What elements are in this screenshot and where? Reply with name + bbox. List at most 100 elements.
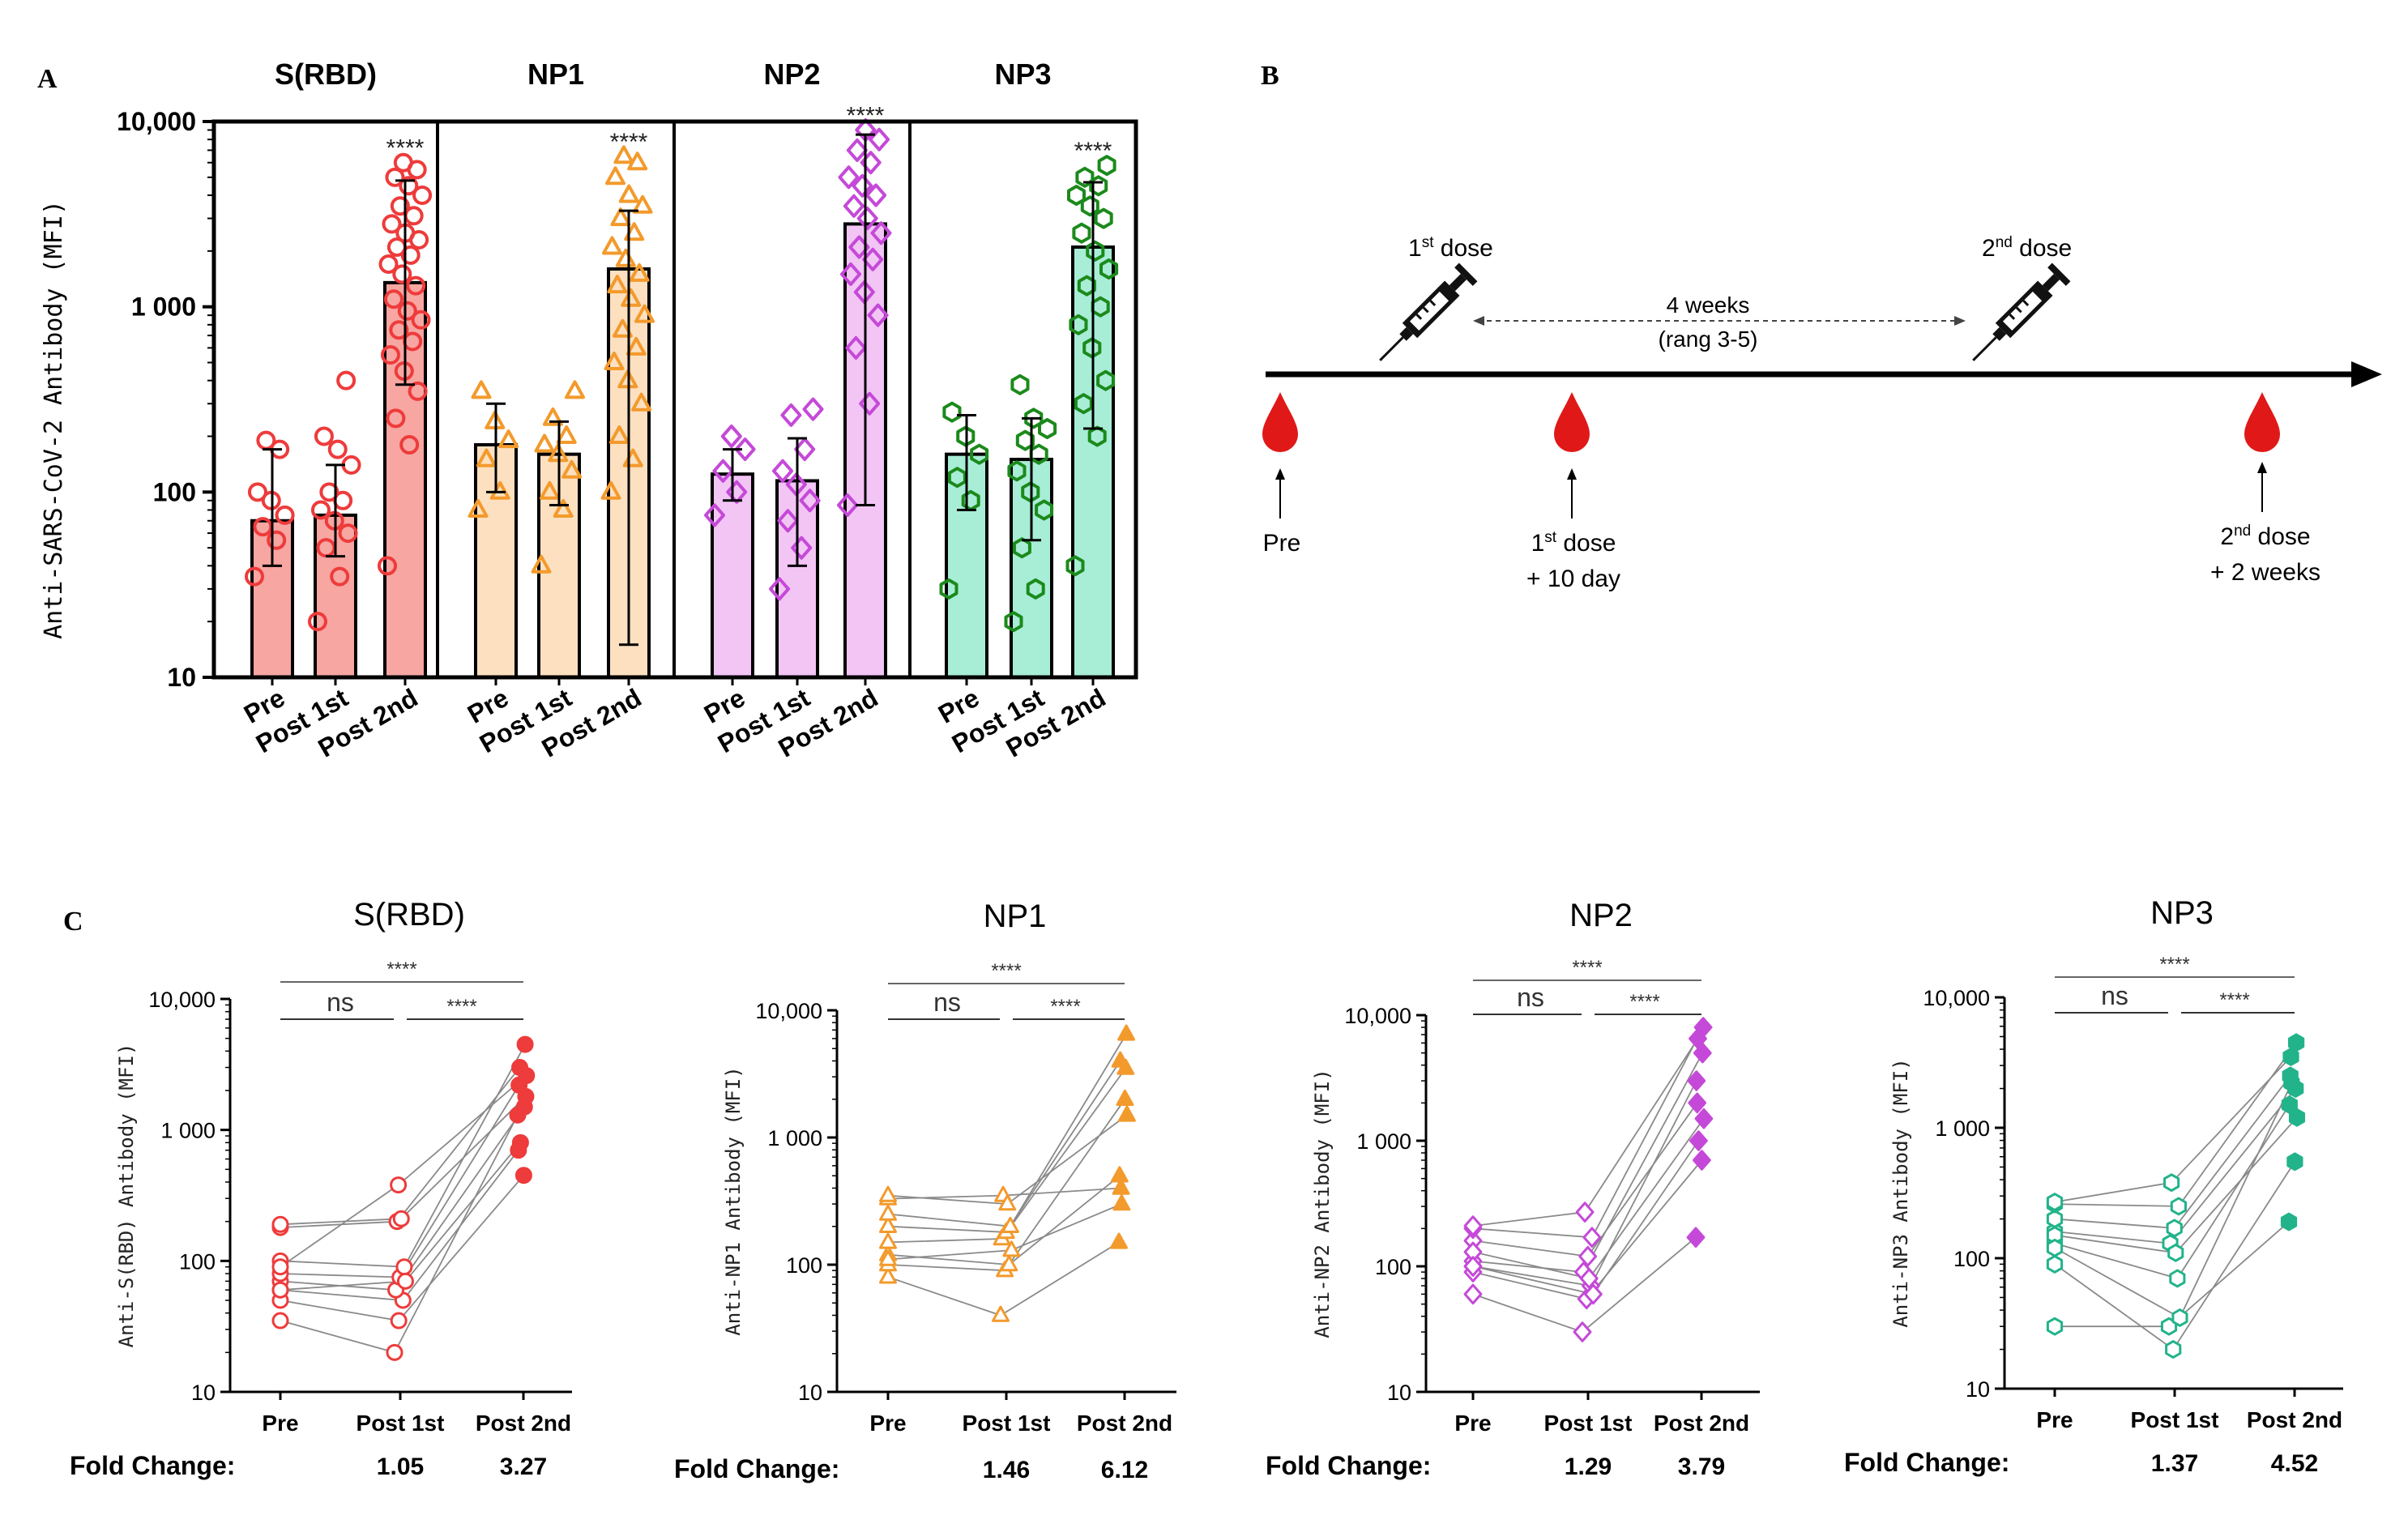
panel-a-data-point [498, 429, 519, 449]
panel-a-data-point [397, 301, 417, 321]
panel-a-group-title: NP1 [527, 58, 584, 91]
panel-a-bar-chart: Anti-SARS-CoV-2 Antibody (MFI) 10 100 1 00… [40, 58, 1138, 763]
panel-a-data-point [608, 425, 630, 444]
panel-a-data-point [253, 517, 273, 537]
panel-c-data-point [2163, 1173, 2180, 1193]
panel-a-data-point [406, 275, 426, 296]
panel-a-data-point [383, 289, 403, 309]
panel-c-data-point [2165, 1340, 2182, 1359]
panel-a-data-point [602, 236, 622, 255]
panel-a-data-point [852, 173, 873, 198]
panel-c-x-tick-label: Post 1st [1544, 1411, 1633, 1436]
dose1-label: 1st dose [1408, 234, 1493, 262]
panel-c-data-point [1116, 1089, 1134, 1106]
panel-a-data-point [412, 185, 433, 205]
panel-a-data-point [618, 184, 639, 203]
panel-c-significance-post1-post2: **** [1629, 991, 1659, 1013]
panel-a-data-point [704, 503, 725, 527]
panel-a-data-point [942, 401, 962, 423]
panel-c-data-point [1112, 1194, 1131, 1211]
panel-c-data-point [2046, 1317, 2064, 1336]
panel-c-data-point [2282, 1048, 2299, 1066]
panel-a-data-point [612, 318, 633, 338]
panel-a-data-point [1007, 460, 1027, 482]
panel-a-data-point [859, 391, 881, 416]
panel-a-data-point [1026, 578, 1045, 600]
panel-a-data-point [794, 437, 816, 462]
panel-c-y-tick-label: 10,000 [1344, 1004, 1411, 1028]
panel-a-data-point [408, 381, 428, 401]
panel-a-data-point [1072, 222, 1091, 244]
panel-a-data-point [382, 214, 402, 234]
panel-a-data-point [607, 275, 628, 294]
panel-a-data-point [600, 480, 621, 500]
panel-a-data-point [613, 145, 634, 164]
panel-a-data-point [392, 264, 412, 284]
panel-c-data-point [2046, 1255, 2064, 1274]
panel-a-group-title: S(RBD) [275, 58, 377, 91]
panel-label-b: B [1261, 61, 1279, 91]
panel-c-fold-change-value: 4.52 [2271, 1450, 2318, 1477]
panel-a-data-point [939, 578, 959, 600]
panel-a-significance-stars: **** [610, 129, 648, 156]
panel-c-data-point [2167, 1243, 2184, 1262]
panel-c-y-tick-label: 10 [798, 1381, 822, 1405]
panel-a-data-point [1069, 314, 1088, 335]
panel-c-y-tick-label: 10,000 [755, 999, 822, 1023]
panel-a-data-point [605, 166, 625, 186]
panel-a-data-point [799, 489, 821, 513]
panel-c-data-point [271, 1312, 289, 1330]
panel-c-x-tick-label: Post 2nd [2247, 1407, 2342, 1432]
panel-c-y-tick-label: 1 000 [767, 1126, 822, 1150]
panel-c-data-point [271, 1215, 289, 1233]
panel-a-data-point [399, 434, 420, 455]
panel-a-data-point [411, 309, 431, 330]
panel-a-data-point [840, 262, 861, 286]
panel-c-data-point [1687, 1070, 1706, 1091]
syringe-icon [1972, 262, 2071, 361]
panel-a-data-point [378, 556, 397, 576]
panel-a-data-point [314, 426, 334, 446]
panel-a-data-point [1077, 275, 1096, 297]
panel-c-y-tick-label: 10 [1966, 1377, 1990, 1402]
panel-c-data-point [271, 1258, 289, 1276]
panel-c-data-point [390, 1176, 408, 1194]
panel-c-pair-line [280, 1044, 526, 1268]
panel-c-significance-pre-post2: **** [1572, 957, 1602, 979]
panel-a-data-point [846, 138, 868, 162]
panel-a-data-point [267, 530, 287, 550]
panel-c-data-point [1110, 1166, 1129, 1183]
panel-c-fold-change-value: 1.05 [377, 1453, 424, 1480]
panel-c-data-point [1463, 1215, 1483, 1236]
panel-c-data-point [511, 1133, 529, 1151]
panel-c-data-point [516, 1035, 534, 1053]
panel-label-a: A [37, 64, 58, 94]
panel-c-subplot-title: NP2 [1569, 898, 1633, 933]
panel-c-data-point [1584, 1283, 1603, 1305]
panel-a-data-point [621, 288, 642, 307]
panel-c-data-point [1694, 1108, 1714, 1129]
panel-c-data-point [1578, 1246, 1598, 1267]
panel-a-data-point [947, 467, 967, 489]
panel-c-subplot-title: NP1 [984, 898, 1047, 934]
panel-c-y-axis-label: Anti-NP2 Antibody (MFI) [1311, 1069, 1334, 1338]
panel-a-y-axis-label: Anti-SARS-CoV-2 Antibody (MFI) [40, 200, 68, 639]
panel-a-group-title: NP2 [763, 58, 820, 91]
panel-a-data-point [629, 262, 650, 282]
interval-arrow-right [1954, 316, 1966, 326]
panel-c-fold-change-value: 1.46 [983, 1457, 1030, 1483]
panel-a-data-point [865, 183, 887, 207]
blood-drop-icon [1554, 392, 1590, 452]
panel-a-data-point [310, 500, 331, 520]
panel-a-data-point [720, 425, 742, 448]
panel-c-data-point [2286, 1152, 2303, 1172]
panel-c-data-point [390, 1312, 408, 1330]
sample-dose2-label: 2nd dose [2220, 523, 2310, 550]
interval-range-label: (rang 3-5) [1659, 327, 1758, 352]
panel-c-y-axis-label: Anti-NP3 Antibody (MFI) [1889, 1058, 1912, 1327]
panel-c-subplot-title: S(RBD) [353, 897, 465, 933]
